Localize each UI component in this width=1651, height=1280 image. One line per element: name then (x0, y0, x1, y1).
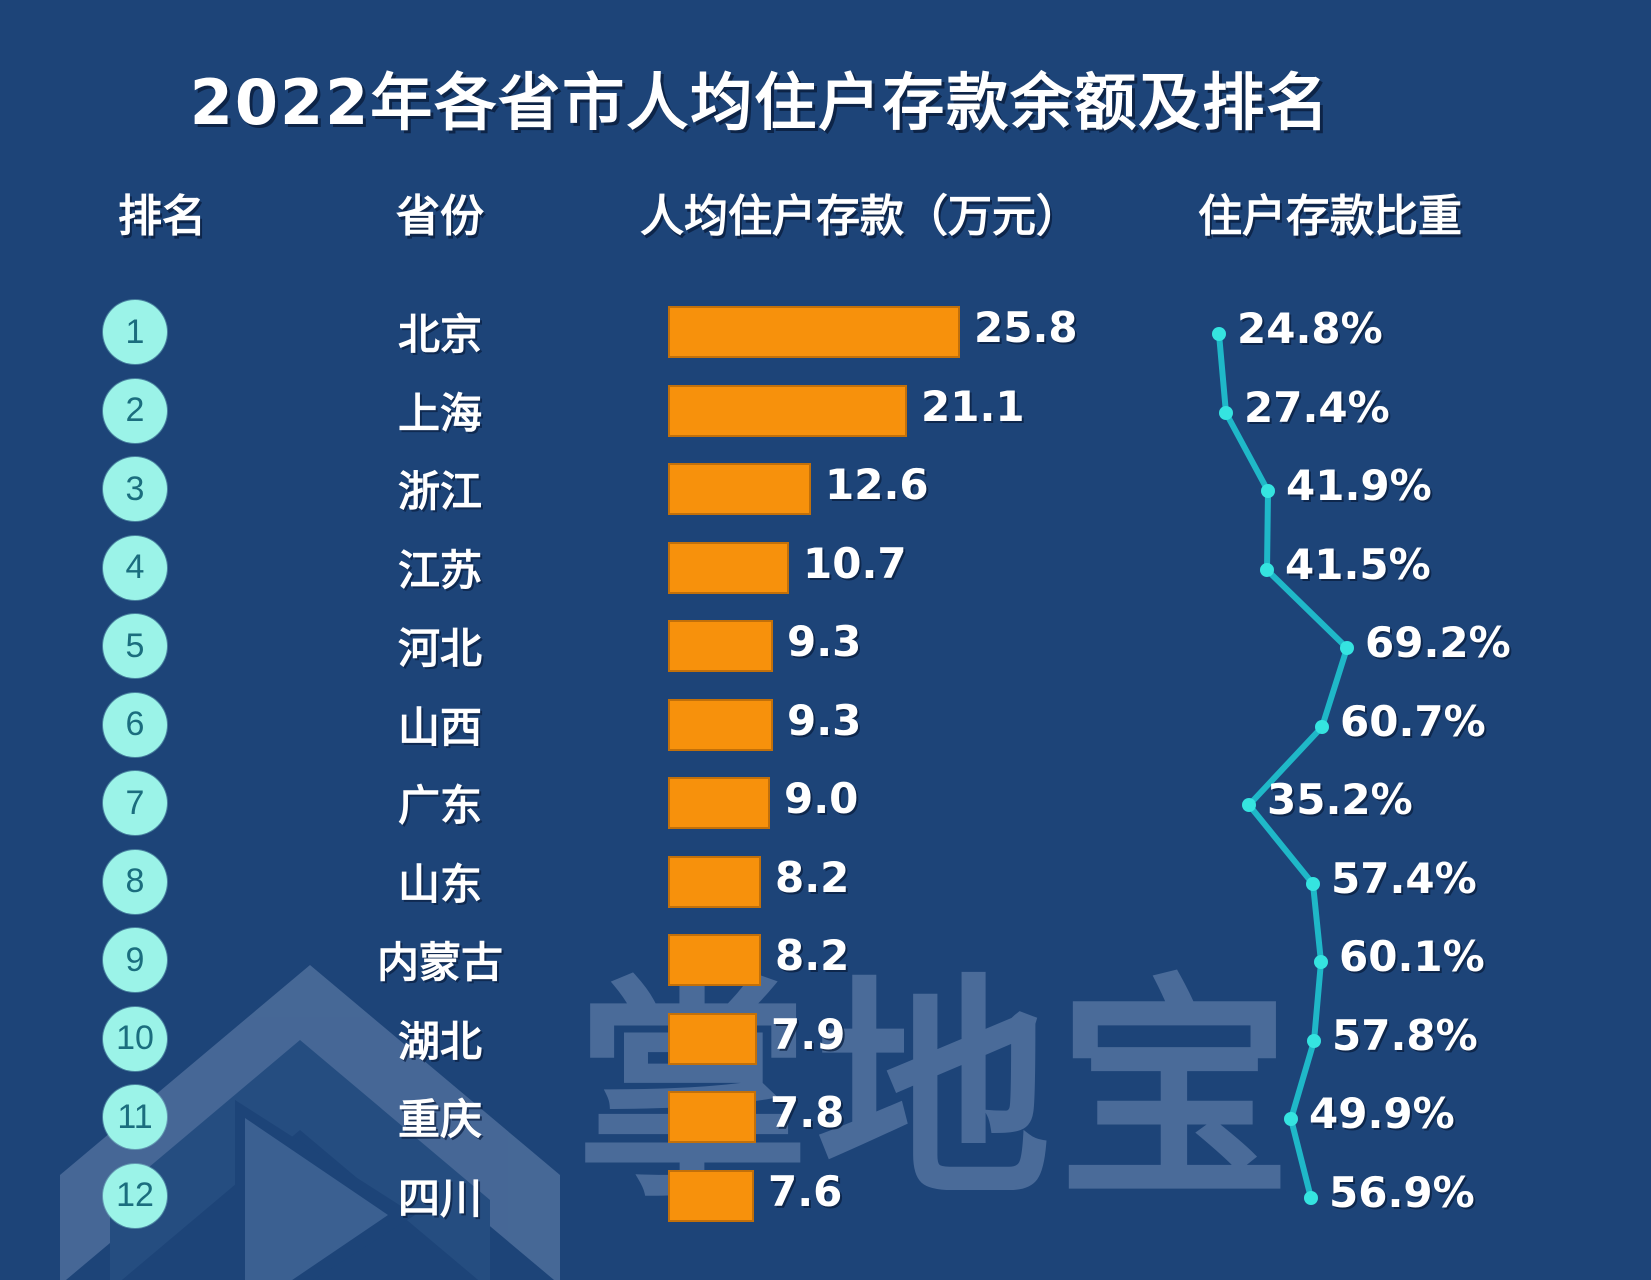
deposit-value-label: 8.2 (775, 852, 850, 902)
deposit-bar (668, 1012, 757, 1065)
deposit-bar (668, 463, 811, 515)
table-row: 3 浙江 12.6 (0, 452, 1651, 530)
table-row: 7 广东 9.0 (0, 766, 1651, 844)
rank-badge: 5 (103, 614, 167, 678)
page-title: 2022年各省市人均住户存款余额及排名 (189, 66, 1331, 139)
province-label: 上海 (397, 388, 482, 438)
table-row: 4 江苏 10.7 (0, 531, 1651, 609)
province-label: 四川 (397, 1173, 482, 1223)
province-label: 山东 (397, 859, 482, 909)
deposit-value-label: 9.3 (787, 617, 862, 666)
share-value-label: 27.4% (1244, 383, 1390, 432)
deposit-value-label: 21.1 (921, 381, 1025, 431)
rank-badge: 8 (103, 849, 167, 914)
deposit-value-label: 7.6 (768, 1166, 843, 1216)
deposit-bar (668, 934, 761, 986)
table-row: 8 山东 8.2 (0, 845, 1651, 923)
deposit-value-label: 9.3 (787, 695, 862, 745)
province-label: 湖北 (397, 1016, 482, 1066)
province-label: 河北 (397, 624, 482, 673)
rank-badge: 11 (103, 1085, 167, 1149)
deposit-value-label: 7.9 (771, 1009, 846, 1059)
rank-badge: 4 (103, 535, 167, 600)
deposit-bar (668, 384, 907, 437)
table-row: 5 河北 9.3 (0, 609, 1651, 687)
share-value-label: 41.5% (1285, 540, 1431, 589)
deposit-bar (668, 620, 773, 672)
share-value-label: 49.9% (1309, 1089, 1455, 1138)
share-value-label: 35.2% (1267, 775, 1413, 824)
share-value-label: 57.8% (1332, 1011, 1478, 1060)
deposit-value-label: 10.7 (803, 538, 907, 588)
deposit-bar (668, 855, 761, 908)
province-label: 内蒙古 (376, 938, 503, 987)
province-label: 广东 (397, 781, 482, 830)
rank-badge: 12 (103, 1163, 167, 1228)
deposit-value-label: 8.2 (775, 931, 850, 980)
rank-badge: 9 (103, 928, 167, 992)
rank-badge: 1 (103, 300, 167, 364)
share-value-label: 69.2% (1365, 618, 1511, 667)
province-label: 重庆 (397, 1095, 482, 1144)
table-row: 6 山西 9.3 (0, 688, 1651, 766)
share-value-label: 41.9% (1286, 461, 1432, 510)
column-header-deposit: 人均住户存款（万元） (640, 191, 1080, 242)
rank-badge: 3 (103, 457, 167, 521)
share-value-label: 57.4% (1331, 854, 1477, 903)
rank-badge: 2 (103, 378, 167, 443)
column-header-share: 住户存款比重 (1198, 191, 1462, 242)
column-header-province: 省份 (396, 191, 484, 242)
deposit-value-label: 12.6 (825, 460, 929, 509)
table-row: 2 上海 21.1 (0, 374, 1651, 452)
deposit-value-label: 9.0 (784, 774, 859, 823)
deposit-value-label: 7.8 (770, 1088, 845, 1137)
deposit-value-label: 25.8 (974, 303, 1078, 352)
share-value-label: 24.8% (1237, 304, 1383, 353)
province-label: 北京 (397, 310, 482, 359)
deposit-bar (668, 1091, 756, 1143)
table-row: 1 北京 25.8 (0, 295, 1651, 373)
deposit-bar (668, 698, 773, 751)
deposit-bar (668, 306, 960, 358)
province-label: 山西 (397, 702, 482, 752)
share-value-label: 56.9% (1329, 1168, 1475, 1217)
deposit-bar (668, 1169, 754, 1222)
province-label: 浙江 (397, 467, 482, 516)
province-label: 江苏 (397, 545, 482, 595)
deposit-bar (668, 777, 770, 829)
rank-badge: 6 (103, 692, 167, 757)
rank-badge: 7 (103, 771, 167, 835)
share-value-label: 60.1% (1339, 932, 1485, 981)
rank-badge: 10 (103, 1006, 167, 1071)
deposit-bar (668, 541, 789, 594)
column-header-rank: 排名 (118, 191, 206, 242)
share-value-label: 60.7% (1340, 697, 1486, 746)
